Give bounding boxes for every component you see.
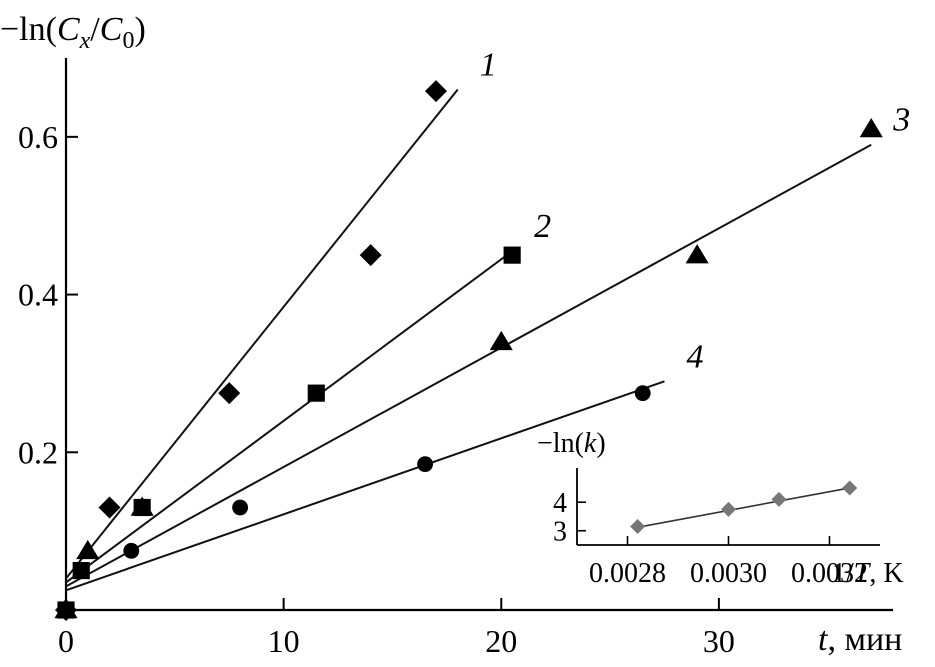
inset-y-tick-label: 3 — [553, 517, 567, 548]
series-2-label: 2 — [534, 208, 551, 245]
series-4-fit-line — [65, 380, 665, 592]
x-tick-label: 10 — [268, 623, 300, 659]
fit-line-layer — [65, 88, 872, 592]
series-1-fit-line — [65, 88, 459, 580]
inset-point — [842, 480, 858, 496]
series-3-point — [489, 330, 513, 351]
inset-x-axis-label: 1/T, K — [832, 558, 904, 589]
series-1-point — [359, 244, 382, 267]
series-1-point — [424, 80, 447, 103]
series-4-label: 4 — [686, 338, 703, 375]
series-3-label: 3 — [892, 102, 910, 139]
series-4-point — [417, 456, 434, 473]
series-4-point — [58, 602, 74, 618]
y-axis-label: −ln(Cx/C0) — [0, 11, 146, 54]
inset-point — [630, 518, 646, 534]
marker-layer — [54, 80, 883, 621]
series-4-point — [123, 542, 140, 559]
series-4-point — [634, 385, 651, 402]
series-3-point — [130, 496, 154, 516]
series-2-point — [503, 246, 521, 264]
inset-x-tick-label: 0.0030 — [690, 558, 767, 589]
series-1-point — [98, 496, 121, 519]
inset-fit-line — [637, 487, 850, 529]
series-1-label: 1 — [480, 47, 497, 84]
x-tick-label: 30 — [703, 623, 735, 659]
series-2-fit-line — [65, 250, 513, 584]
y-tick-label: 0.2 — [18, 434, 58, 470]
y-tick-label: 0.4 — [18, 277, 58, 313]
series-1-point — [218, 382, 241, 405]
series-3-point — [685, 244, 709, 264]
series-3-point — [859, 117, 883, 138]
inset-point — [721, 501, 736, 517]
inset-x-tick-label: 0.0032 — [791, 558, 868, 589]
series-2-point — [307, 384, 325, 402]
series-4-point — [232, 499, 249, 516]
series-2-point — [72, 561, 90, 580]
inset-y-axis-label: −ln(k) — [537, 428, 606, 459]
inset-x-tick-label: 0.0028 — [589, 558, 666, 589]
x-axis-label: t, мин — [818, 621, 902, 658]
inset-y-tick-label: 4 — [553, 488, 567, 519]
series-3-point — [76, 539, 100, 560]
series-3-fit-line — [65, 143, 872, 588]
inset-point — [771, 491, 787, 507]
series-label-layer: 1 2 3 4 — [480, 47, 910, 376]
x-tick-label: 0 — [58, 623, 74, 659]
x-tick-label: 20 — [485, 623, 517, 659]
y-tick-label: 0.6 — [18, 119, 58, 155]
